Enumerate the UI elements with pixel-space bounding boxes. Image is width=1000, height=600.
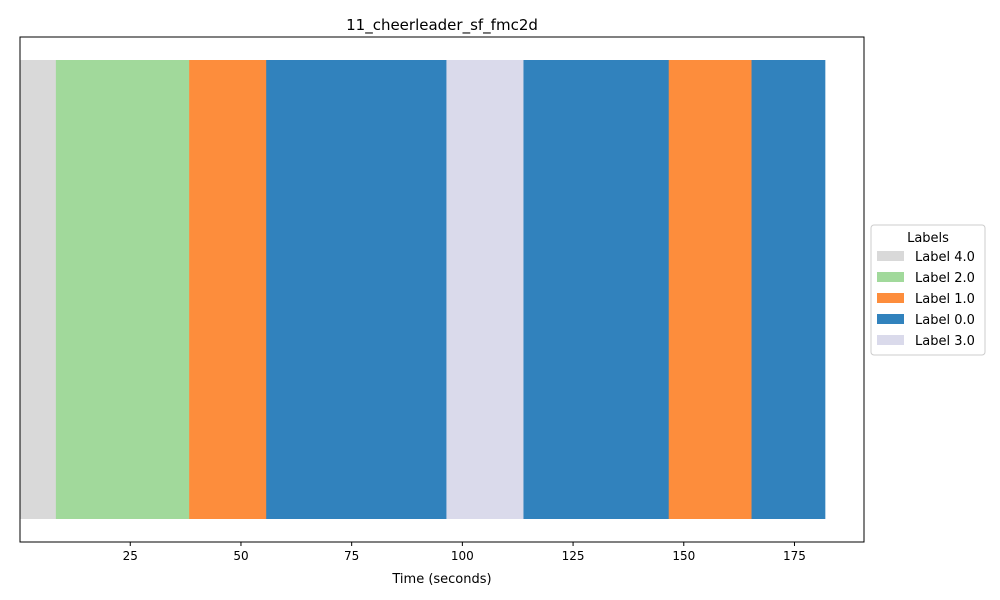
legend-label: Label 1.0	[915, 292, 975, 307]
legend-swatch	[877, 314, 904, 324]
legend-label: Label 2.0	[915, 271, 975, 286]
x-tick-label: 50	[233, 549, 248, 563]
x-tick-label: 100	[451, 549, 474, 563]
x-tick-label: 150	[672, 549, 695, 563]
segment-bar	[20, 60, 57, 519]
segment-bar	[523, 60, 670, 519]
segment-bar	[668, 60, 752, 519]
x-axis-label: Time (seconds)	[391, 572, 491, 587]
x-tick-label: 75	[344, 549, 359, 563]
segment-bar	[751, 60, 826, 519]
segment-bar	[189, 60, 267, 519]
legend-swatch	[877, 272, 904, 282]
x-tick-label: 25	[123, 549, 138, 563]
segment-bar	[266, 60, 447, 519]
legend-swatch	[877, 293, 904, 303]
legend-label: Label 4.0	[915, 250, 975, 265]
legend-swatch	[877, 335, 904, 345]
segments-group	[20, 60, 826, 519]
chart-title: 11_cheerleader_sf_fmc2d	[346, 16, 538, 35]
legend-label: Label 0.0	[915, 313, 975, 328]
plot-frame	[19, 36, 865, 543]
legend-entries: Label 4.0 Label 2.0 Label 1.0 Label 0.0 Labe…	[877, 250, 975, 349]
legend-swatch	[877, 251, 904, 261]
segment-bar	[55, 60, 190, 519]
legend-label: Label 3.0	[915, 334, 975, 349]
x-axis-ticks: 25 50 75 100 125 150 175	[123, 542, 806, 563]
legend-title: Labels	[907, 231, 949, 246]
segment-bar	[446, 60, 524, 519]
x-tick-label: 175	[783, 549, 806, 563]
x-tick-label: 125	[562, 549, 585, 563]
